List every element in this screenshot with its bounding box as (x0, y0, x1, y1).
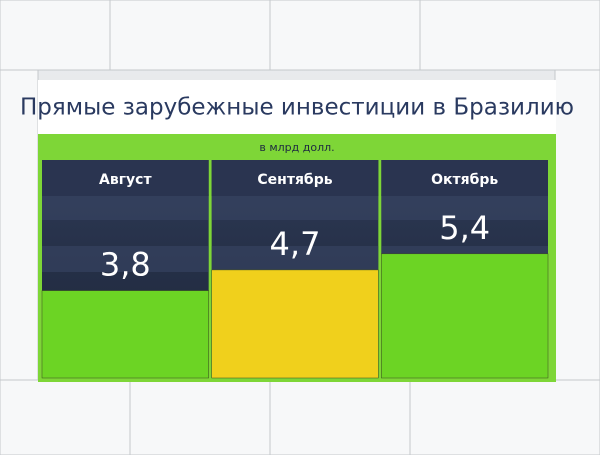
bar (41, 290, 209, 379)
x-tick-label: Октябрь (431, 172, 498, 188)
value-label: 5,4 (439, 209, 490, 247)
value-label: 3,8 (100, 246, 151, 284)
column-header (42, 160, 209, 196)
column-stripe (42, 246, 209, 272)
title-bar (38, 80, 556, 134)
x-tick-label: Август (99, 172, 152, 188)
chart-subtitle: в млрд долл. (259, 141, 334, 154)
bar (381, 253, 549, 379)
value-label: 4,7 (270, 225, 321, 263)
chart-title: Прямые зарубежные инвестиции в Бразилию (20, 95, 574, 121)
column-stripe (381, 194, 548, 220)
column-stripe (211, 246, 379, 272)
x-tick-label: Сентябрь (257, 172, 332, 188)
column-header (381, 160, 548, 196)
bar (211, 269, 379, 379)
column-stripe (211, 194, 379, 220)
column-header (211, 160, 379, 196)
column-stripe (42, 194, 209, 220)
